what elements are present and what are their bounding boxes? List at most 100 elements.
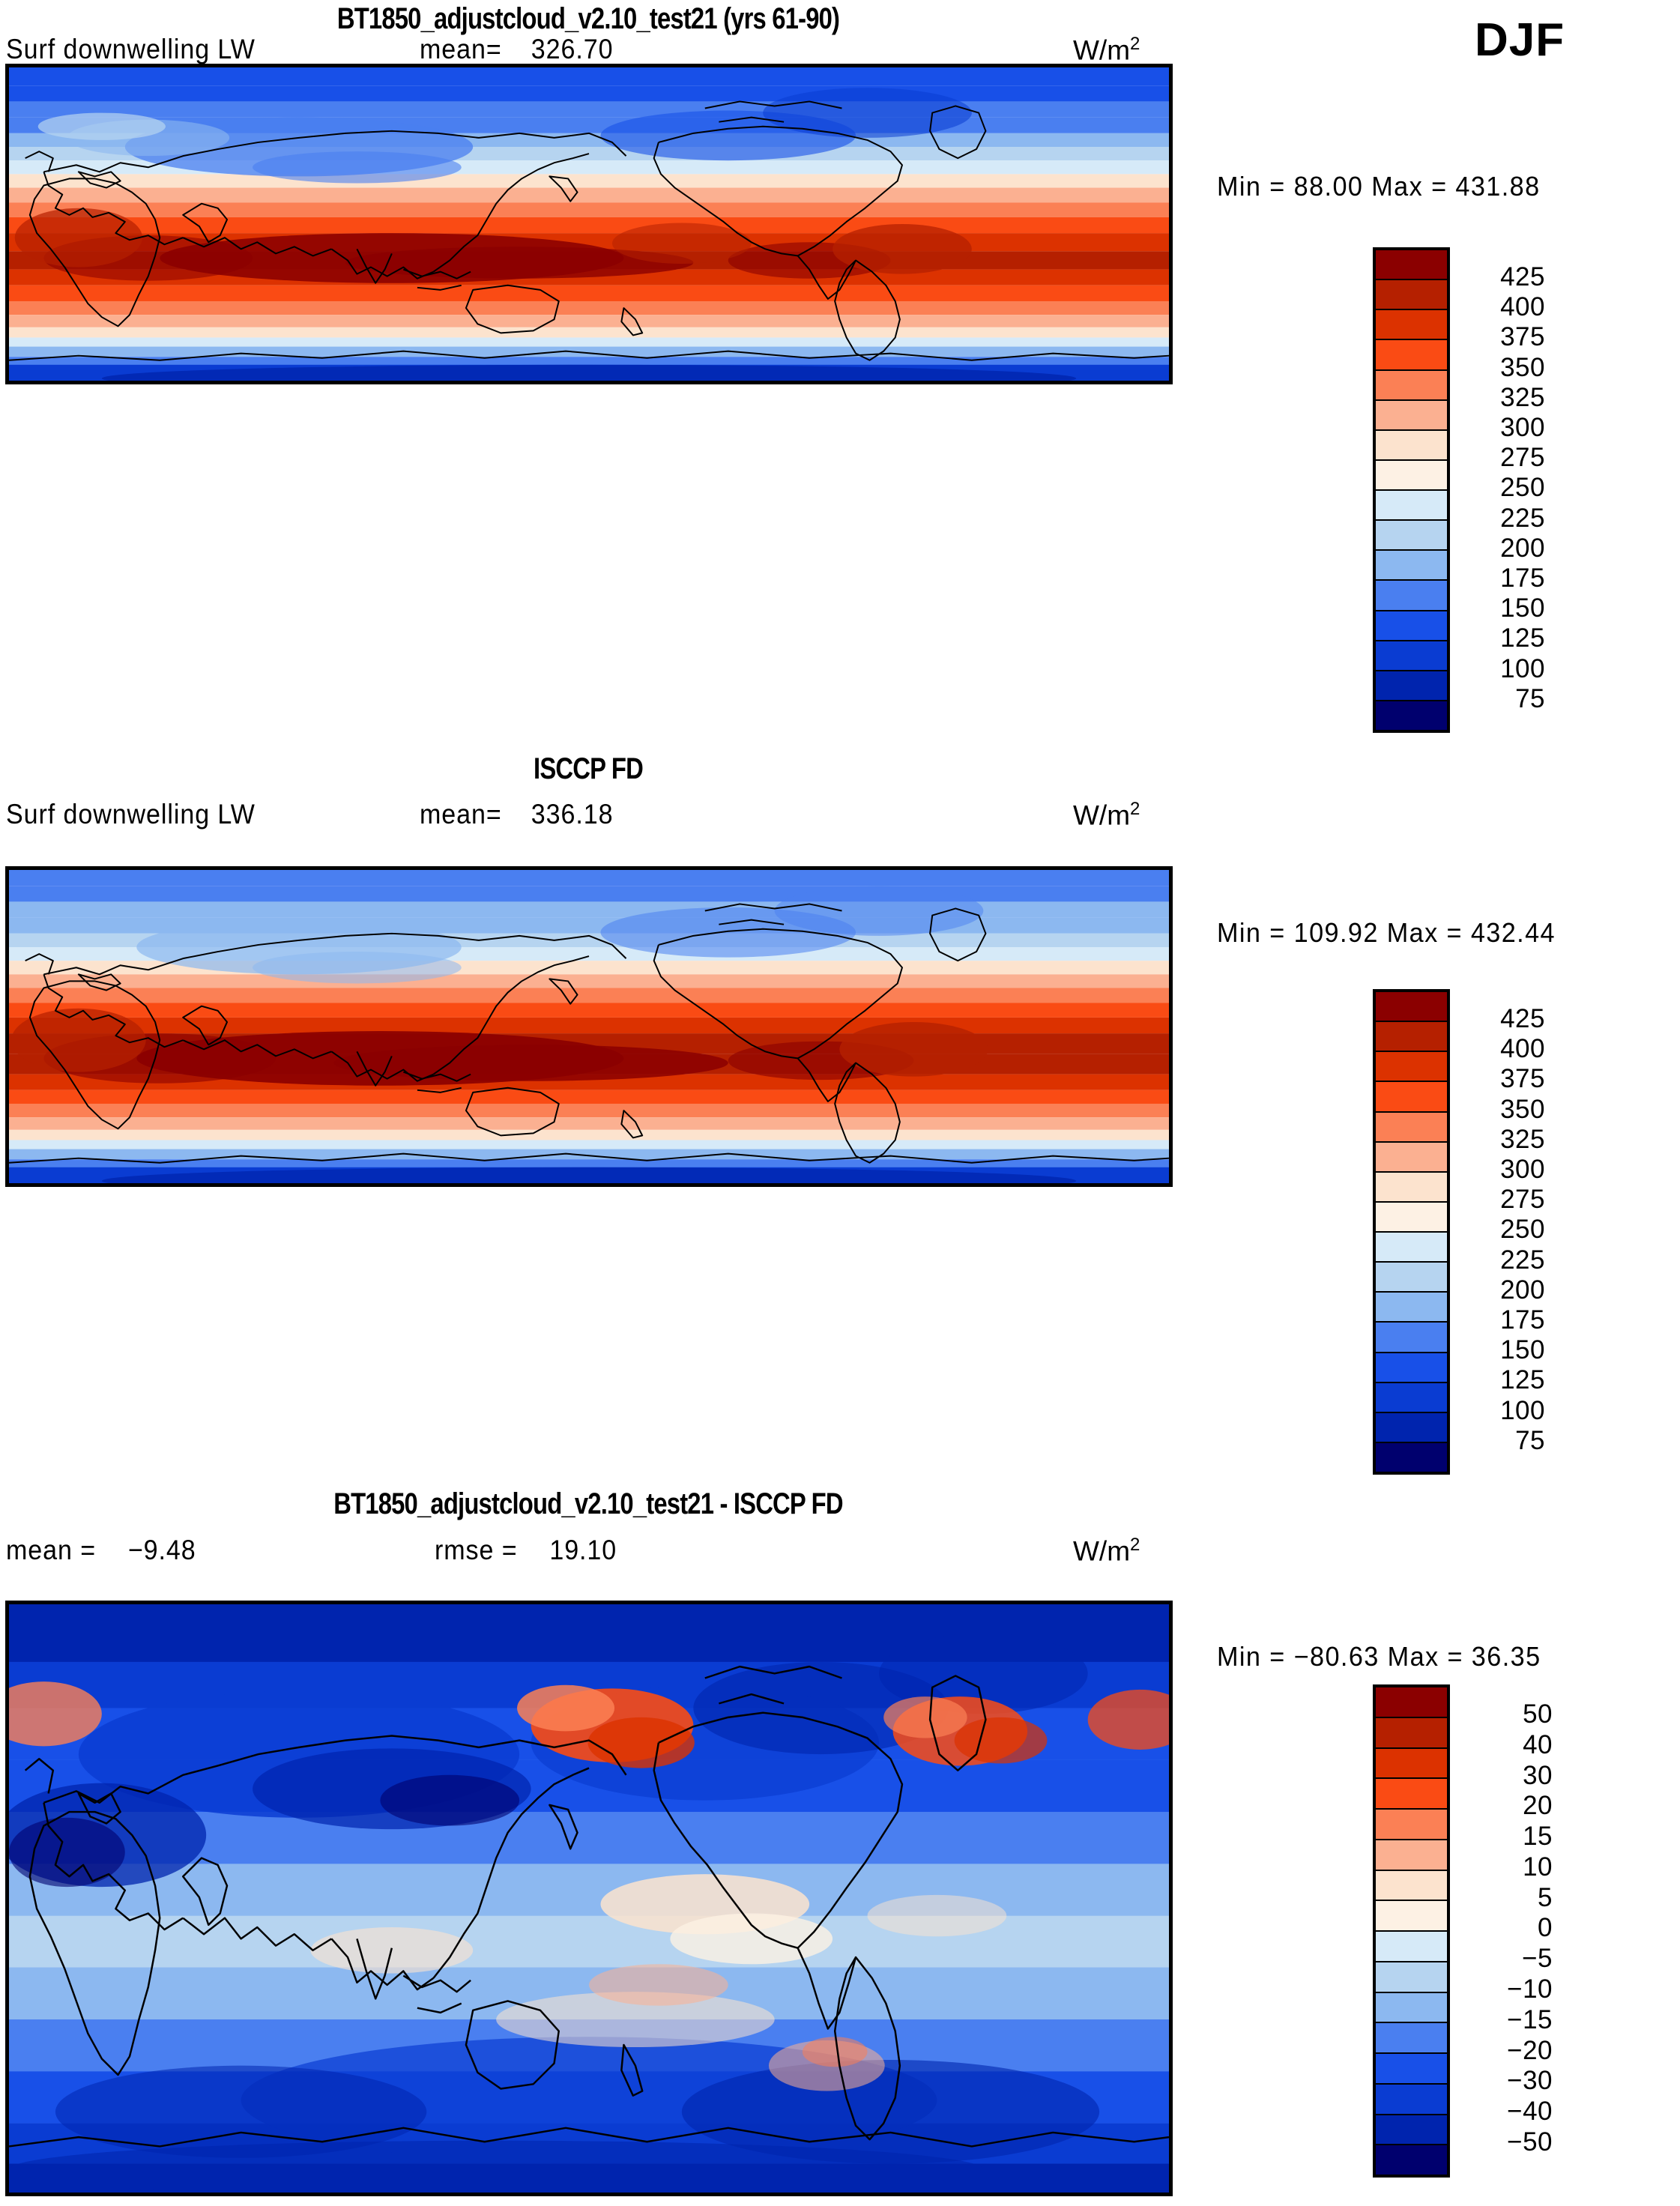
panel-3-rmse: rmse = 19.10 <box>435 1535 617 1566</box>
colorbar-band <box>1376 1810 1447 1840</box>
colorbar-model[interactable]: 425 400 375 350 325 300 275 250 225 200 … <box>1373 247 1658 734</box>
map-canvas-difference <box>9 1604 1169 2193</box>
colorbar-band <box>1376 992 1447 1023</box>
colorbar-band <box>1376 1962 1447 1993</box>
colorbar-band <box>1376 280 1447 311</box>
colorbar-tick: 425 <box>1500 1004 1545 1033</box>
colorbar-tick: 200 <box>1500 533 1545 563</box>
map-canvas-obs <box>9 870 1169 1183</box>
colorbar-tick: 375 <box>1500 1064 1545 1094</box>
panel-1-units-text: W/m <box>1073 34 1131 66</box>
colorbar-band <box>1376 1112 1447 1143</box>
colorbar-tick: −40 <box>1507 2097 1553 2127</box>
colorbar-tick: 10 <box>1523 1852 1553 1882</box>
colorbar-band <box>1376 1717 1447 1749</box>
panel-1-units: W/m2 <box>1073 34 1140 66</box>
colorbar-band <box>1376 1840 1447 1871</box>
panel-3-mean-label: mean = <box>6 1535 97 1565</box>
colorbar-tick: 250 <box>1500 473 1545 503</box>
colorbar-tick: 125 <box>1500 1365 1545 1395</box>
colorbar-tick: −20 <box>1507 2035 1553 2065</box>
colorbar-tick: −15 <box>1507 2004 1553 2034</box>
colorbar-tick: 175 <box>1500 1305 1545 1335</box>
colorbar-band <box>1376 1779 1447 1810</box>
colorbar-tick: −10 <box>1507 1974 1553 2004</box>
colorbar-band <box>1376 2145 1447 2175</box>
colorbar-band <box>1376 1687 1447 1718</box>
colorbar-band <box>1376 340 1447 371</box>
panel-2-mean-label: mean= <box>420 799 502 829</box>
colorbar-band <box>1376 641 1447 671</box>
colorbar-tick: 150 <box>1500 1335 1545 1365</box>
colorbar-difference-labels: 50 40 30 20 15 10 5 0 −5 −10 −15 −20 −30… <box>1455 1701 1553 2155</box>
panel-3-rmse-value: 19.10 <box>549 1535 617 1565</box>
colorbar-tick: 15 <box>1523 1822 1553 1852</box>
colorbar-tick: 75 <box>1515 683 1545 713</box>
colorbar-band <box>1376 1233 1447 1263</box>
panel-1-mean: mean= 326.70 <box>420 34 613 65</box>
panel-1-title: BT1850_adjustcloud_v2.10_test21 (yrs 61-… <box>336 2 840 35</box>
colorbar-band <box>1376 400 1447 431</box>
panel-1-variable-label: Surf downwelling LW <box>6 34 256 64</box>
colorbar-tick: 30 <box>1523 1760 1553 1790</box>
colorbar-tick: 375 <box>1500 322 1545 352</box>
panel-2-units-text: W/m <box>1073 800 1131 831</box>
panel-2-units-exponent: 2 <box>1130 799 1140 819</box>
colorbar-tick: 250 <box>1500 1215 1545 1245</box>
colorbar-band <box>1376 2084 1447 2115</box>
colorbar-band <box>1376 1202 1447 1233</box>
colorbar-band <box>1376 1082 1447 1113</box>
colorbar-difference-bands <box>1373 1684 1450 2178</box>
map-panel-model[interactable] <box>5 64 1173 384</box>
colorbar-band <box>1376 370 1447 401</box>
colorbar-band <box>1376 1992 1447 2024</box>
colorbar-tick: 225 <box>1500 1245 1545 1275</box>
colorbar-difference[interactable]: 50 40 30 20 15 10 5 0 −5 −10 −15 −20 −30… <box>1373 1684 1658 2179</box>
panel-2-mean: mean= 336.18 <box>420 799 613 830</box>
colorbar-band <box>1376 551 1447 581</box>
colorbar-band <box>1376 1052 1447 1083</box>
colorbar-band <box>1376 1901 1447 1932</box>
colorbar-band <box>1376 611 1447 641</box>
colorbar-obs[interactable]: 425 400 375 350 325 300 275 250 225 200 … <box>1373 989 1658 1476</box>
colorbar-tick: 275 <box>1500 1185 1545 1215</box>
colorbar-tick: 175 <box>1500 563 1545 593</box>
colorbar-band <box>1376 521 1447 552</box>
map-panel-obs[interactable] <box>5 866 1173 1187</box>
colorbar-band <box>1376 2115 1447 2146</box>
colorbar-tick: 100 <box>1500 653 1545 683</box>
colorbar-tick: 50 <box>1523 1699 1553 1729</box>
colorbar-band <box>1376 1382 1447 1413</box>
panel-2-title: ISCCP FD <box>534 752 644 785</box>
colorbar-tick: −5 <box>1522 1944 1553 1974</box>
colorbar-tick: −30 <box>1507 2066 1553 2096</box>
map-panel-difference[interactable] <box>5 1601 1173 2196</box>
colorbar-tick: −50 <box>1507 2127 1553 2157</box>
panel-1-units-exponent: 2 <box>1130 34 1140 54</box>
colorbar-tick: 200 <box>1500 1275 1545 1305</box>
colorbar-band <box>1376 1412 1447 1443</box>
colorbar-band <box>1376 1870 1447 1902</box>
colorbar-band <box>1376 671 1447 701</box>
panel-3-mean-value: −9.48 <box>127 1535 196 1565</box>
colorbar-band <box>1376 701 1447 730</box>
colorbar-tick: 300 <box>1500 1155 1545 1185</box>
colorbar-tick: 350 <box>1500 352 1545 382</box>
colorbar-tick: 0 <box>1538 1913 1553 1943</box>
colorbar-tick: 300 <box>1500 413 1545 443</box>
colorbar-tick: 425 <box>1500 262 1545 291</box>
colorbar-model-labels: 425 400 375 350 325 300 275 250 225 200 … <box>1455 264 1545 712</box>
season-label: DJF <box>1475 14 1565 66</box>
colorbar-tick: 325 <box>1500 382 1545 412</box>
panel-3-mean: mean = −9.48 <box>6 1535 196 1566</box>
colorbar-tick: 100 <box>1500 1395 1545 1425</box>
colorbar-band <box>1376 1172 1447 1203</box>
panel-3-rmse-label: rmse = <box>435 1535 518 1565</box>
panel-1-mean-label: mean= <box>420 34 502 64</box>
colorbar-tick: 225 <box>1500 503 1545 533</box>
panel-3-minmax: Min = −80.63 Max = 36.35 <box>1217 1641 1541 1672</box>
colorbar-obs-labels: 425 400 375 350 325 300 275 250 225 200 … <box>1455 1006 1545 1454</box>
colorbar-band <box>1376 2023 1447 2054</box>
colorbar-tick: 150 <box>1500 593 1545 623</box>
